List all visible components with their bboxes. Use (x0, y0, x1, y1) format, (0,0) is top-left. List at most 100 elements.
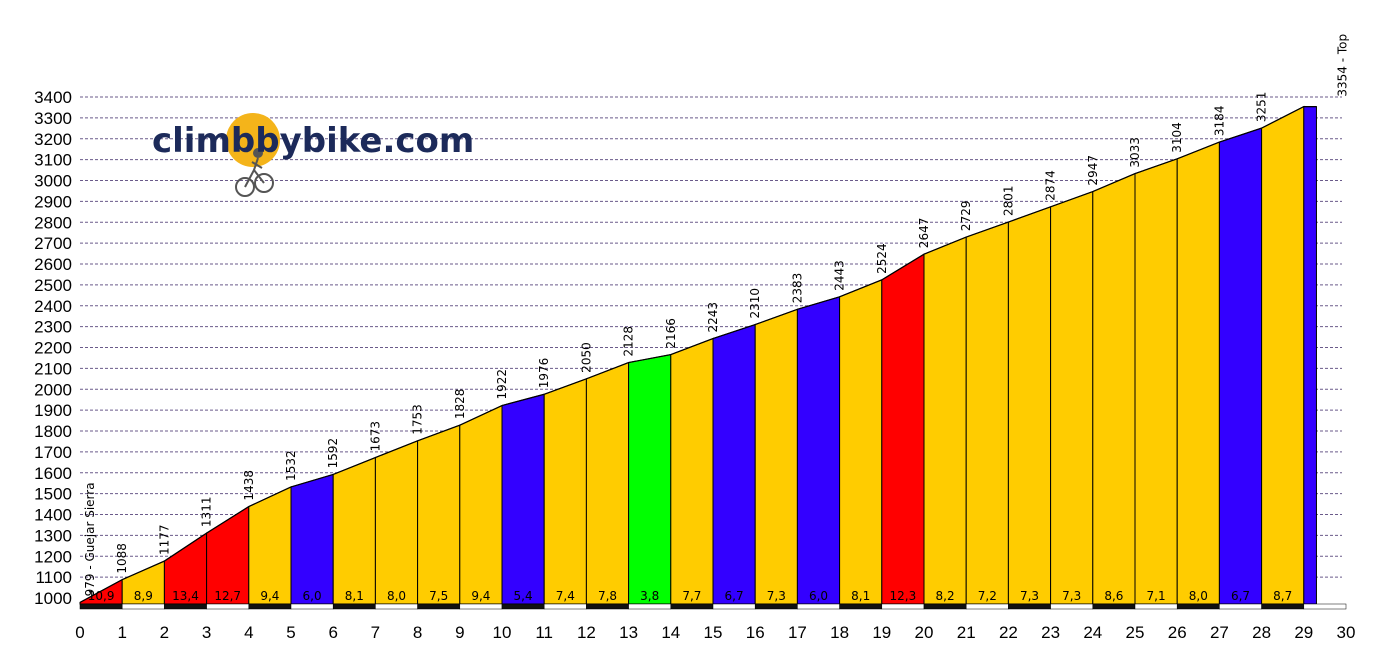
elevation-label: 3251 (1255, 92, 1269, 123)
x-tick-label: 7 (371, 623, 380, 642)
profile-segments (79, 105, 1317, 605)
end-elevation-label: 3354 - Top (1335, 34, 1349, 97)
elevation-label: 2128 (622, 326, 636, 357)
base-bar-segment (1008, 603, 1051, 610)
elevation-label: 3184 (1212, 106, 1226, 137)
elevation-label: 1976 (537, 358, 551, 389)
base-bar-segment (206, 603, 250, 610)
base-bar-segment (1219, 603, 1262, 610)
gradient-label: 7,3 (767, 589, 786, 603)
gradient-label: 8,1 (851, 589, 870, 603)
profile-segment (1218, 127, 1263, 605)
cyclist-icon (235, 148, 274, 197)
y-tick-label: 1400 (34, 506, 72, 525)
gradient-label: 7,4 (556, 589, 575, 603)
x-axis-labels: 0 1 2 3 4 5 6 7 8 9 10 11 12 13 14 15 16 17 18 19 20 21 22 23 24… (75, 623, 1355, 642)
elevation-label: 1088 (115, 543, 129, 574)
elevation-label: 1828 (453, 389, 467, 420)
base-bar-segment (839, 603, 883, 610)
gradient-label: 7,7 (682, 589, 701, 603)
profile-segment (712, 323, 756, 605)
gradient-label: 8,0 (387, 589, 406, 603)
x-tick-label: 13 (619, 623, 638, 642)
gradient-label: 7,8 (598, 589, 617, 603)
x-tick-label: 26 (1168, 623, 1187, 642)
profile-segment (1134, 158, 1178, 605)
y-tick-label: 1900 (34, 401, 72, 420)
x-tick-label: 3 (202, 623, 211, 642)
gradient-label: 7,3 (1020, 589, 1039, 603)
elevation-label: 2383 (790, 273, 804, 304)
profile-segment (248, 486, 292, 605)
profile-segment (374, 440, 419, 605)
y-tick-label: 2300 (34, 318, 72, 337)
base-bar-segment (754, 603, 798, 610)
elevation-label: 3104 (1170, 122, 1184, 153)
x-tick-label: 17 (788, 623, 807, 642)
base-bar-segment (712, 603, 756, 610)
profile-segment (543, 378, 587, 605)
gradient-label: 6,7 (1231, 589, 1250, 603)
gradient-label: 8,6 (1104, 589, 1123, 603)
gradient-label: 6,7 (725, 589, 744, 603)
profile-segment (585, 361, 630, 605)
gradient-label: 12,7 (214, 589, 241, 603)
y-tick-label: 2400 (34, 297, 72, 316)
base-bar-segment (459, 603, 503, 610)
elevation-label: 3033 (1128, 137, 1142, 168)
gradient-label: 8,7 (1273, 589, 1292, 603)
gradient-label: 8,1 (345, 589, 364, 603)
x-tick-label: 6 (328, 623, 337, 642)
y-tick-label: 3000 (34, 172, 72, 191)
base-bar-segment (628, 603, 672, 610)
x-tick-label: 29 (1294, 623, 1313, 642)
base-bar-segment (332, 603, 376, 610)
y-tick-label: 1500 (34, 485, 72, 504)
x-tick-label: 12 (577, 623, 596, 642)
profile-segment (796, 296, 841, 605)
base-bar-segment (164, 603, 207, 610)
elevation-label: 1922 (495, 369, 509, 400)
base-bar (79, 603, 1347, 610)
y-tick-label: 1700 (34, 443, 72, 462)
gradient-label: 12,3 (890, 589, 917, 603)
profile-segment (459, 404, 503, 605)
y-tick-label: 3300 (34, 109, 72, 128)
base-bar-segment (1134, 603, 1178, 610)
elevation-label: 2874 (1044, 170, 1058, 201)
base-bar-segment (417, 603, 461, 610)
y-tick-label: 2200 (34, 339, 72, 358)
gradient-label: 13,4 (172, 589, 199, 603)
gradient-label: 8,2 (936, 589, 955, 603)
gradient-label: 8,9 (134, 589, 153, 603)
y-tick-label: 2000 (34, 380, 72, 399)
base-bar-segment (1176, 603, 1220, 610)
profile-outline (79, 106, 1317, 603)
x-tick-label: 1 (117, 623, 126, 642)
x-tick-label: 27 (1210, 623, 1229, 642)
base-bar-segment (797, 603, 840, 610)
profile-segment (1261, 105, 1305, 605)
elevation-label: 1592 (326, 438, 340, 469)
logo-text: climbbybike.com (152, 121, 474, 161)
y-tick-label: 2600 (34, 255, 72, 274)
base-bar-segment (923, 603, 967, 610)
x-tick-label: 8 (413, 623, 422, 642)
elevation-label: 2166 (664, 318, 678, 349)
elevation-label: 1532 (284, 450, 298, 481)
gradient-label: 9,4 (471, 589, 490, 603)
y-tick-label: 1300 (34, 526, 72, 545)
profile-segment (1007, 206, 1052, 605)
x-tick-label: 14 (661, 623, 680, 642)
gradient-label: 7,3 (1062, 589, 1081, 603)
y-tick-label: 2800 (34, 213, 72, 232)
elevation-label: 2310 (748, 288, 762, 319)
profile-segment (839, 279, 883, 605)
base-bar-segment (965, 603, 1009, 610)
base-bar-segment (79, 603, 123, 610)
x-tick-label: 11 (535, 623, 553, 642)
profile-segment (1092, 172, 1136, 605)
start-elevation-label: 979 - Guejar Sierra (83, 482, 97, 596)
profile-segment (501, 393, 545, 605)
